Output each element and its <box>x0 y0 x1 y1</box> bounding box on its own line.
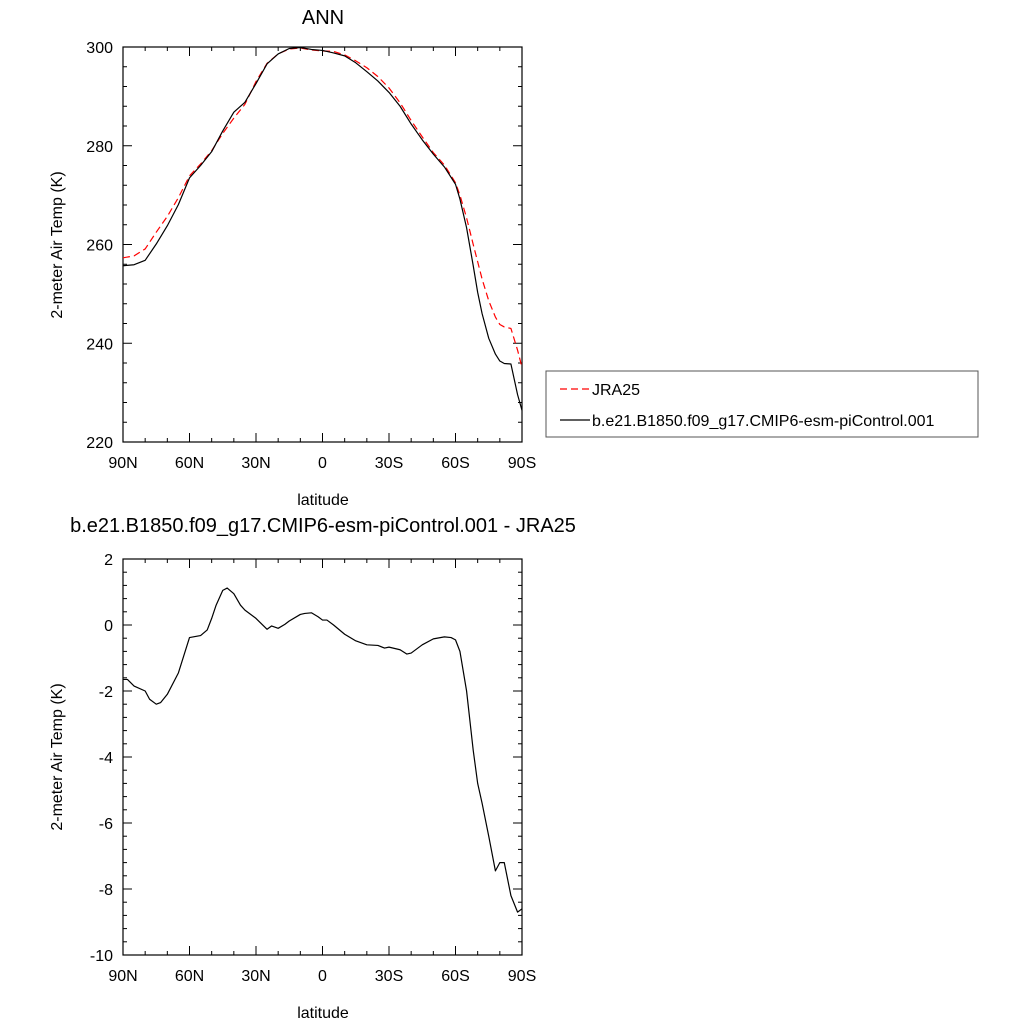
top-series-lines <box>122 46 523 411</box>
bottom-axis-ticks: 90N 60N 30N 0 30S 60S 90S -10 -8 -6 -4 -2 0 2 <box>90 552 536 985</box>
top-y-tick-label: 280 <box>86 139 113 156</box>
difference-panel: b.e21.B1850.f09_g17.CMIP6-esm-piControl.… <box>49 515 576 1022</box>
legend-box <box>545 370 979 438</box>
bottom-x-tick-label: 60N <box>175 968 204 985</box>
top-series-line-jra25 <box>122 47 523 368</box>
top-x-axis-title: latitude <box>297 492 349 509</box>
bottom-x-axis-title: latitude <box>297 1005 349 1022</box>
bottom-x-tick-label: 60S <box>441 968 469 985</box>
top-series-line-model <box>122 46 523 411</box>
top-y-tick-label: 240 <box>86 336 113 353</box>
top-x-tick-label: 90N <box>108 455 137 472</box>
legend-label-model: b.e21.B1850.f09_g17.CMIP6-esm-piControl.… <box>592 413 935 430</box>
top-x-tick-label: 0 <box>318 455 327 472</box>
bottom-x-tick-label: 30N <box>241 968 270 985</box>
top-x-tick-label: 30S <box>375 455 403 472</box>
legend-label-jra25: JRA25 <box>592 382 640 399</box>
top-y-tick-label: 220 <box>86 435 113 452</box>
annual-mean-panel: ANN 90N 60N 30N 0 30S 60S 90S 220 240 260 280 300 l… <box>49 7 536 509</box>
bottom-y-tick-label: -10 <box>90 948 113 965</box>
top-chart-title: ANN <box>302 7 344 29</box>
bottom-plot-frame <box>122 558 523 956</box>
top-y-tick-label: 300 <box>86 40 113 57</box>
top-y-axis-title: 2-meter Air Temp (K) <box>49 171 66 318</box>
bottom-y-tick-label: 2 <box>104 552 113 569</box>
top-y-tick-label: 260 <box>86 238 113 255</box>
bottom-y-tick-label: -4 <box>99 750 113 767</box>
bottom-x-tick-label: 90S <box>508 968 536 985</box>
top-plot-frame <box>122 46 523 443</box>
top-x-tick-label: 60S <box>441 455 469 472</box>
bottom-x-tick-label: 30S <box>375 968 403 985</box>
top-x-tick-label: 30N <box>241 455 270 472</box>
top-x-tick-label: 90S <box>508 455 536 472</box>
top-x-tick-label: 60N <box>175 455 204 472</box>
bottom-x-tick-label: 0 <box>318 968 327 985</box>
bottom-chart-title: b.e21.B1850.f09_g17.CMIP6-esm-piControl.… <box>70 515 576 537</box>
bottom-y-tick-label: 0 <box>104 618 113 635</box>
top-axis-ticks: 90N 60N 30N 0 30S 60S 90S 220 240 260 280 300 <box>86 40 536 472</box>
bottom-x-tick-label: 90N <box>108 968 137 985</box>
bottom-series-lines <box>123 587 523 913</box>
bottom-y-tick-label: -8 <box>99 882 113 899</box>
bottom-y-tick-label: -6 <box>99 816 113 833</box>
legend: JRA25 b.e21.B1850.f09_g17.CMIP6-esm-piCo… <box>545 370 979 438</box>
bottom-series-line-model <box>123 587 523 913</box>
bottom-y-axis-title: 2-meter Air Temp (K) <box>49 683 66 830</box>
bottom-y-tick-label: -2 <box>99 684 113 701</box>
